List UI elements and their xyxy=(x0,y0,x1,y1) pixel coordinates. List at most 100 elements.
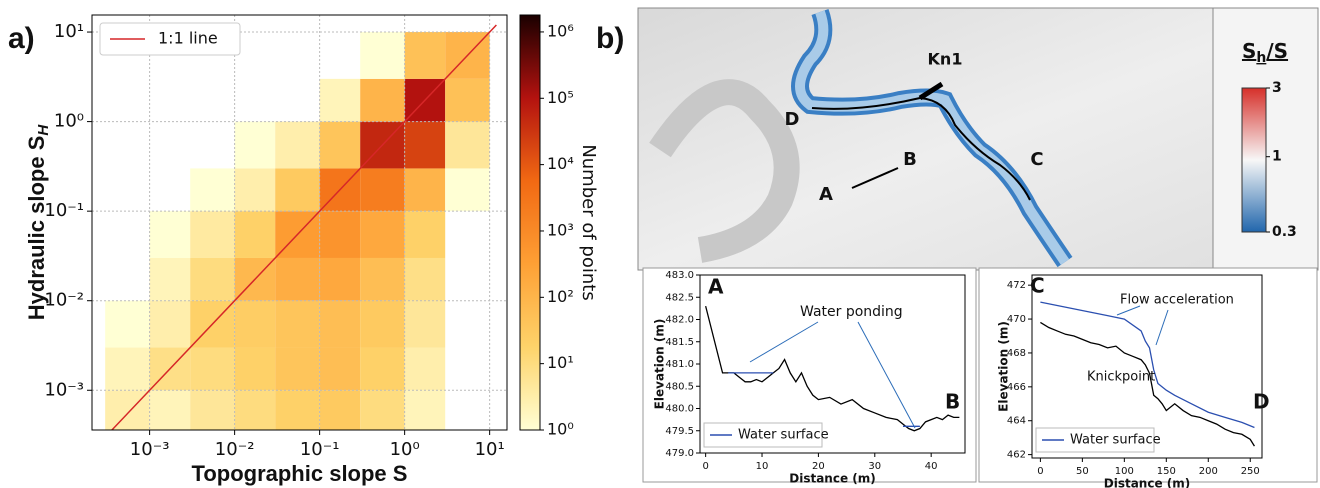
colorbar-tick-label: 10⁵ xyxy=(547,88,574,107)
heat-cell xyxy=(319,257,361,301)
heat-cell xyxy=(360,347,405,391)
heat-cell xyxy=(275,79,319,122)
series-line xyxy=(1040,301,1255,429)
annotation: D xyxy=(1253,390,1270,414)
plot-frame xyxy=(91,14,508,431)
heat-cell xyxy=(105,390,150,430)
legend-label: Water surface xyxy=(1070,433,1161,448)
heat-cell xyxy=(319,390,361,430)
annotation: Water ponding xyxy=(800,304,903,320)
annotation-leader xyxy=(1116,305,1141,316)
y-axis-label-sub: H xyxy=(35,124,52,136)
heat-cell xyxy=(190,211,235,258)
plot-frame xyxy=(699,274,966,454)
x-tick-label: 250 xyxy=(1241,466,1260,477)
y-tick-label: 479.0 xyxy=(665,448,694,459)
heat-cell xyxy=(319,347,361,391)
legend-label: 1:1 line xyxy=(158,29,218,48)
heat-cell xyxy=(190,390,235,430)
y-tick-label: 481.5 xyxy=(665,337,694,348)
colorbar-tick-label: 10⁶ xyxy=(547,21,574,40)
heat-cell xyxy=(275,347,320,391)
x-tick-label: 10 xyxy=(756,461,769,472)
annotation: B xyxy=(945,390,960,414)
heat-cell xyxy=(234,300,276,348)
heat-cell xyxy=(404,390,446,430)
y-tick-label: 10⁻¹ xyxy=(44,200,84,221)
heat-cell xyxy=(404,257,446,301)
heat-cell xyxy=(360,168,405,212)
legend-title-part: h xyxy=(1256,50,1266,66)
heat-cell xyxy=(105,300,150,348)
colorbar xyxy=(519,14,541,431)
heat-cell xyxy=(150,122,191,169)
map-label: B xyxy=(903,149,917,170)
colorbar-label: Number of points xyxy=(578,144,599,300)
heat-cell xyxy=(234,211,276,258)
annotation: Knickpoint xyxy=(1087,370,1155,385)
map-colorbar-tick-label: 3 xyxy=(1272,80,1282,96)
heat-cell xyxy=(319,78,361,122)
y-tick-label: 10⁰ xyxy=(54,111,84,132)
heat-cell xyxy=(404,211,446,258)
map-label: A xyxy=(819,184,833,205)
map-legend-title: Sh/S xyxy=(1242,39,1288,67)
heat-cell xyxy=(404,347,446,391)
heat-cell xyxy=(275,300,320,348)
y-tick-label: 480.0 xyxy=(665,404,694,415)
thalweg xyxy=(811,96,1031,201)
knickpoint-mark xyxy=(918,81,944,101)
heat-cell xyxy=(445,121,490,169)
annotation: Flow acceleration xyxy=(1120,293,1234,308)
heat-cell xyxy=(319,300,361,348)
x-tick-label: 0 xyxy=(1037,466,1043,477)
y-tick-label: 481.0 xyxy=(665,359,694,370)
y-tick-label: 462 xyxy=(1007,450,1026,461)
heat-cell xyxy=(360,390,405,430)
x-tick-label: 40 xyxy=(925,461,938,472)
x-tick-label: 10⁻² xyxy=(215,439,255,460)
colorbar-tick-label: 10⁰ xyxy=(547,420,574,439)
y-axis-label-main: Hydraulic slope S xyxy=(24,136,49,321)
heat-cell xyxy=(445,211,489,258)
y-tick-label: 464 xyxy=(1007,416,1026,427)
colorbar-tick-label: 10¹ xyxy=(547,353,574,372)
y-tick-label: 468 xyxy=(1007,348,1026,359)
heat-cell xyxy=(275,257,320,301)
annotation: A xyxy=(708,275,724,299)
heat-cell xyxy=(445,168,490,212)
legend-title-part: /S xyxy=(1266,39,1288,63)
map-colorbar-tick-label: 1 xyxy=(1272,149,1282,165)
heat-cell xyxy=(404,300,446,348)
heat-cell xyxy=(360,211,405,258)
y-tick-label: 483.0 xyxy=(665,270,694,281)
heat-cell xyxy=(190,122,234,169)
map xyxy=(637,7,1319,271)
heat-cell xyxy=(235,32,276,79)
series-line xyxy=(705,305,960,432)
heat-cell xyxy=(319,121,361,169)
colorbar-tick-label: 10³ xyxy=(547,220,574,239)
annotation-leader xyxy=(857,321,916,429)
heat-cell xyxy=(105,122,149,169)
legend-box xyxy=(99,22,241,56)
heat-cell xyxy=(275,390,320,430)
heat-cell xyxy=(404,32,446,79)
legend-title-part: S xyxy=(1242,39,1256,63)
colorbar-tick-label: 10² xyxy=(547,287,574,306)
x-tick-label: 100 xyxy=(1115,466,1134,477)
panel-label: a) xyxy=(8,22,35,55)
heat-cell xyxy=(445,348,489,391)
heat-cell xyxy=(105,211,149,258)
x-axis-label: Distance (m) xyxy=(1104,477,1191,488)
heat-cell xyxy=(149,211,191,258)
legend-label: Water surface xyxy=(738,428,829,443)
y-axis-label: Elevation (m) xyxy=(997,321,1011,412)
y-axis-label: Elevation (m) xyxy=(653,319,667,410)
heat-cell xyxy=(105,168,149,211)
map-label: Kn1 xyxy=(928,50,963,69)
map-colorbar-tick-label: 0.3 xyxy=(1272,224,1297,240)
plot-frame xyxy=(1031,274,1263,459)
heat-cell xyxy=(234,347,276,391)
